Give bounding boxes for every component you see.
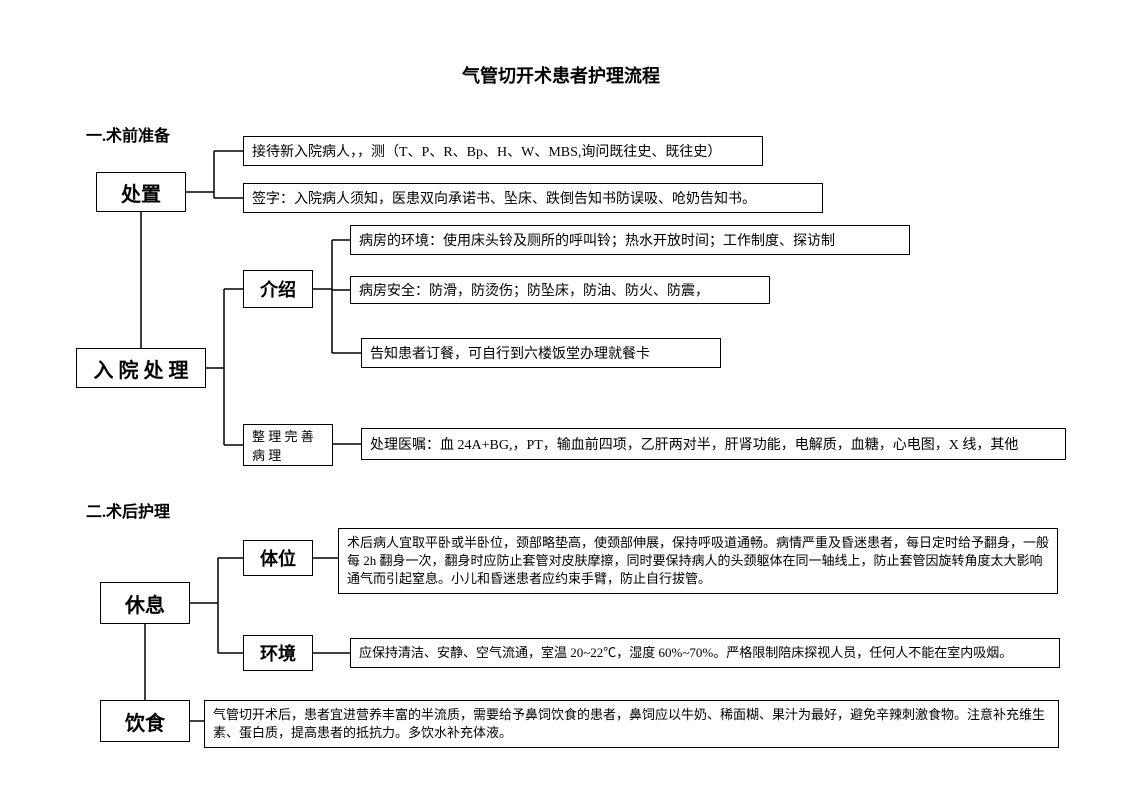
text-chuzhi-item2: 签字：入院病人须知，医患双向承诺书、坠床、跌倒告知书防误吸、呛奶告知书。 (252, 188, 756, 208)
box-jieshao-item1: 病房的环境：使用床头铃及厕所的呼叫铃；热水开放时间；工作制度、探访制 (350, 225, 910, 255)
box-chuzhi-item1: 接待新入院病人，，测（T、P、R、Bp、H、W、MBS,询问既往史、既往史） (243, 136, 763, 166)
box-zhengli: 整 理 完 善 病 理 (243, 424, 333, 466)
box-zhengli-item: 处理医嘱：血 24A+BG,，PT，输血前四项，乙肝两对半，肝肾功能，电解质，血… (361, 428, 1066, 460)
label-xiuxi: 休息 (125, 589, 165, 618)
box-chuzhi: 处置 (96, 172, 186, 212)
label-huanjing: 环境 (260, 640, 296, 666)
label-jieshao: 介绍 (260, 276, 296, 302)
page-title: 气管切开术患者护理流程 (0, 62, 1122, 88)
text-huanjing: 应保持清洁、安静、空气流通，室温 20~22℃，湿度 60%~70%。严格限制陪… (359, 644, 1012, 662)
text-jieshao-item2: 病房安全：防滑，防烫伤；防坠床，防油、防火、防震， (359, 280, 709, 300)
box-jieshao: 介绍 (243, 270, 313, 308)
text-yinshi: 气管切开术后，患者宜进营养丰富的半流质，需要给予鼻饲饮食的患者，鼻饲应以牛奶、稀… (213, 706, 1050, 742)
text-tiwei: 术后病人宜取平卧或半卧位，颈部略垫高，使颈部伸展，保持呼吸道通畅。病情严重及昏迷… (347, 534, 1049, 589)
box-tiwei-text: 术后病人宜取平卧或半卧位，颈部略垫高，使颈部伸展，保持呼吸道通畅。病情严重及昏迷… (338, 528, 1058, 594)
text-zhengli-item: 处理医嘱：血 24A+BG,，PT，输血前四项，乙肝两对半，肝肾功能，电解质，血… (370, 434, 1018, 454)
box-xiuxi: 休息 (100, 582, 190, 624)
box-ruyuan: 入 院 处 理 (76, 348, 206, 388)
text-jieshao-item3: 告知患者订餐，可自行到六楼饭堂办理就餐卡 (370, 343, 650, 363)
box-yinshi-text: 气管切开术后，患者宜进营养丰富的半流质，需要给予鼻饲饮食的患者，鼻饲应以牛奶、稀… (204, 700, 1059, 748)
box-huanjing-text: 应保持清洁、安静、空气流通，室温 20~22℃，湿度 60%~70%。严格限制陪… (350, 638, 1060, 668)
box-tiwei: 体位 (243, 540, 313, 576)
box-jieshao-item3: 告知患者订餐，可自行到六楼饭堂办理就餐卡 (361, 338, 721, 368)
label-tiwei: 体位 (260, 545, 296, 571)
box-chuzhi-item2: 签字：入院病人须知，医患双向承诺书、坠床、跌倒告知书防误吸、呛奶告知书。 (243, 183, 823, 213)
text-jieshao-item1: 病房的环境：使用床头铃及厕所的呼叫铃；热水开放时间；工作制度、探访制 (359, 230, 835, 250)
label-zhengli: 整 理 完 善 病 理 (252, 426, 324, 464)
section2-header: 二.术后护理 (86, 498, 170, 522)
box-yinshi: 饮食 (100, 700, 190, 742)
connector-lines (0, 0, 1122, 793)
box-jieshao-item2: 病房安全：防滑，防烫伤；防坠床，防油、防火、防震， (350, 276, 770, 304)
text-chuzhi-item1: 接待新入院病人，，测（T、P、R、Bp、H、W、MBS,询问既往史、既往史） (252, 141, 721, 161)
label-ruyuan: 入 院 处 理 (94, 354, 189, 383)
box-huanjing: 环境 (243, 635, 313, 671)
label-yinshi: 饮食 (125, 707, 165, 736)
label-chuzhi: 处置 (121, 178, 161, 207)
section1-header: 一.术前准备 (86, 122, 170, 146)
